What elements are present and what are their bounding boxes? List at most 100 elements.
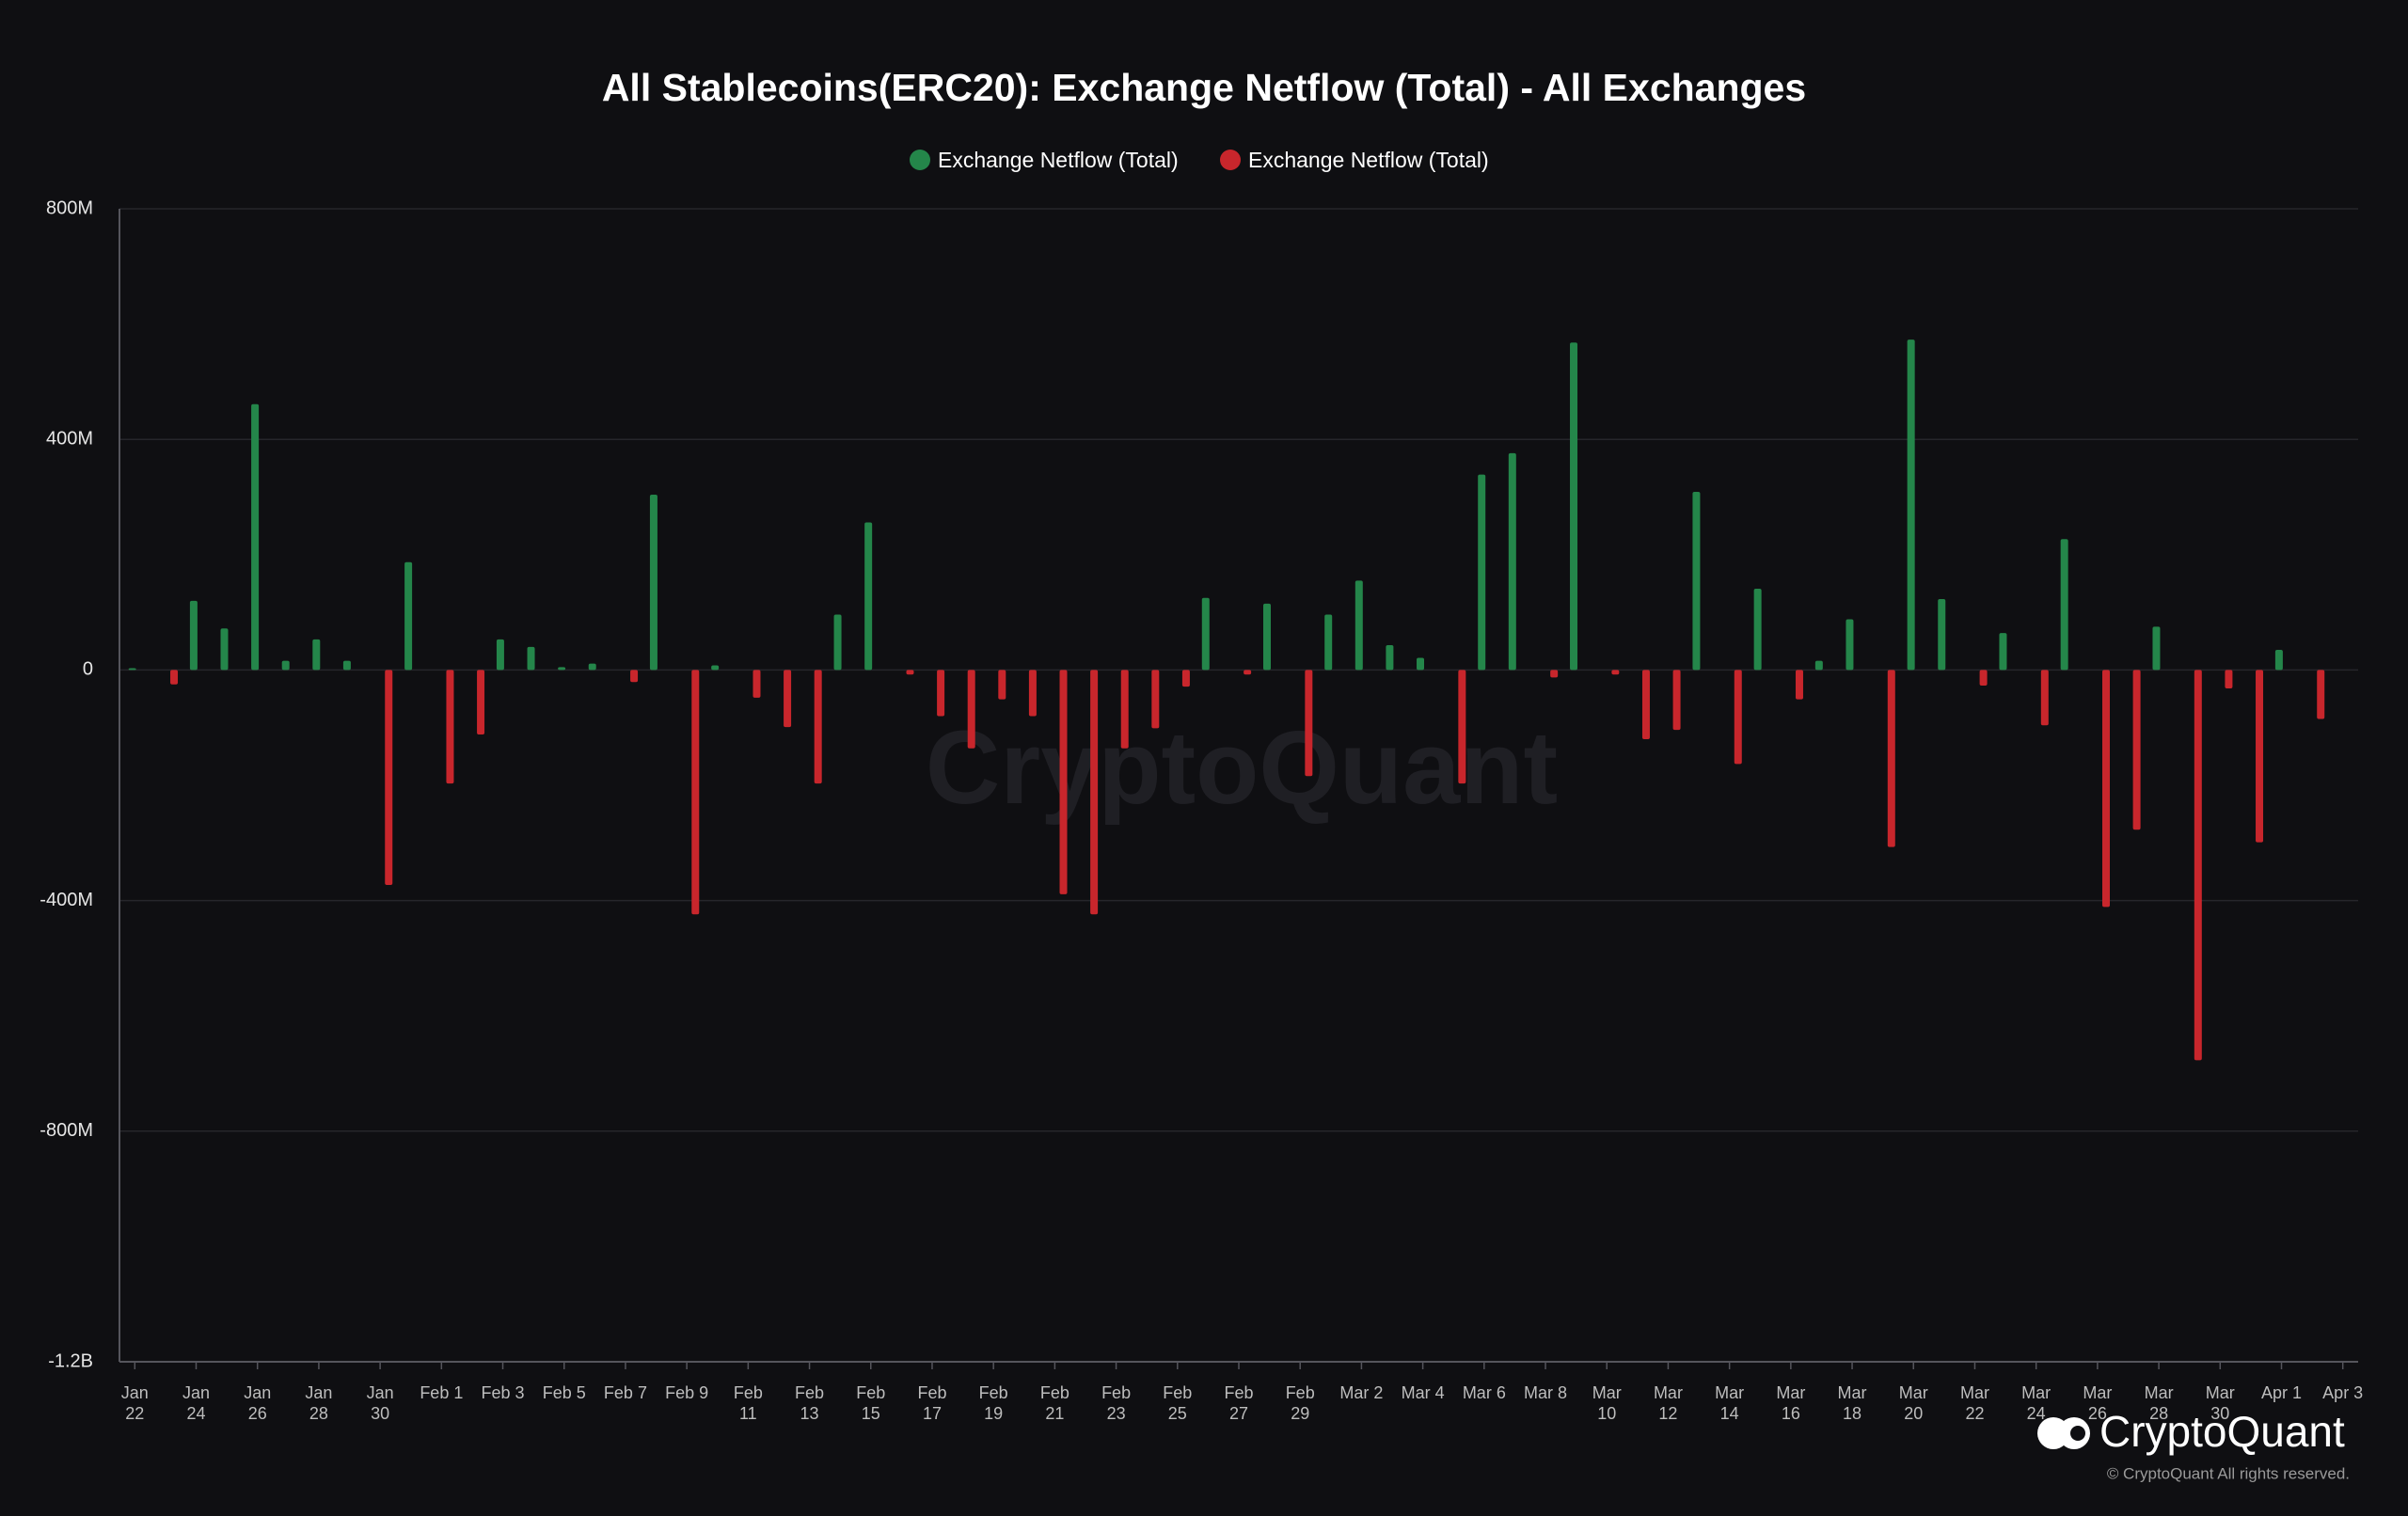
x-tick-label: Mar 16 xyxy=(1776,1383,1805,1423)
x-tick-label: Jan 22 xyxy=(121,1383,149,1423)
y-tick-label: -400M xyxy=(40,890,93,910)
bar xyxy=(833,614,842,671)
bar xyxy=(404,561,413,671)
x-tick-label: Feb 3 xyxy=(482,1383,525,1402)
bar xyxy=(1201,597,1210,671)
bar xyxy=(1814,660,1823,671)
bar xyxy=(649,495,657,671)
bar xyxy=(170,670,179,685)
bar xyxy=(1120,670,1129,749)
bar xyxy=(220,628,229,671)
bar xyxy=(1611,670,1620,675)
bar xyxy=(1181,670,1190,687)
bar xyxy=(1753,588,1762,671)
bar xyxy=(496,639,504,671)
bar xyxy=(1059,670,1068,894)
bar xyxy=(1028,670,1037,717)
x-tick-label: Feb 13 xyxy=(795,1383,824,1423)
bar xyxy=(2060,539,2068,671)
y-tick-label: 800M xyxy=(46,197,93,218)
bar xyxy=(1846,619,1854,671)
bar xyxy=(906,670,914,675)
bar xyxy=(588,663,596,671)
x-tick-label: Feb 11 xyxy=(734,1383,763,1423)
bar xyxy=(1417,657,1425,671)
x-tick-label: Feb 21 xyxy=(1040,1383,1069,1423)
bar xyxy=(1734,670,1742,765)
bar xyxy=(1692,491,1701,671)
x-tick-label: Mar 10 xyxy=(1592,1383,1622,1423)
y-tick-label: -1.2B xyxy=(48,1350,93,1371)
legend-marker xyxy=(910,150,930,170)
bar xyxy=(1795,670,1803,700)
bar xyxy=(312,639,321,671)
bar xyxy=(1305,670,1313,777)
bar xyxy=(1090,670,1099,915)
bar xyxy=(2152,626,2161,671)
bar xyxy=(342,660,351,671)
legend-marker xyxy=(1220,150,1241,170)
bar xyxy=(2225,670,2233,689)
legend-label: Exchange Netflow (Total) xyxy=(938,148,1179,172)
bar xyxy=(128,668,136,671)
copyright: © CryptoQuant All rights reserved. xyxy=(2107,1464,2350,1482)
bar xyxy=(1979,670,1988,686)
bar xyxy=(446,670,454,784)
bar xyxy=(385,670,393,886)
x-tick-label: Apr 1 xyxy=(2261,1383,2302,1402)
bar xyxy=(2102,670,2111,908)
bar xyxy=(1244,670,1252,675)
watermark: CryptoQuant xyxy=(926,710,1558,826)
bar xyxy=(630,670,639,683)
bar xyxy=(558,667,566,671)
legend-label: Exchange Netflow (Total) xyxy=(1248,148,1489,172)
bar xyxy=(1938,599,1946,671)
bar xyxy=(1887,670,1895,847)
x-tick-label: Jan 28 xyxy=(305,1383,332,1423)
bar xyxy=(711,665,720,671)
x-tick-label: Mar 20 xyxy=(1899,1383,1928,1423)
x-tick-label: Mar 4 xyxy=(1402,1383,1445,1402)
bar xyxy=(1151,670,1160,729)
x-tick-label: Mar 26 xyxy=(2083,1383,2112,1423)
bar xyxy=(967,670,975,749)
bar xyxy=(814,670,822,784)
x-tick-label: Jan 24 xyxy=(182,1383,210,1423)
bar xyxy=(2274,649,2283,671)
bar xyxy=(1478,474,1486,671)
x-tick-label: Feb 29 xyxy=(1286,1383,1315,1423)
bar xyxy=(1999,633,2007,671)
x-tick-label: Mar 30 xyxy=(2206,1383,2235,1423)
x-tick-label: Feb 9 xyxy=(665,1383,708,1402)
bar xyxy=(1641,670,1650,739)
logo: CryptoQuant xyxy=(2099,1407,2345,1456)
logo-icon xyxy=(2037,1417,2090,1449)
x-tick-label: Mar 22 xyxy=(1960,1383,1989,1423)
x-tick-label: Mar 24 xyxy=(2021,1383,2051,1423)
bar xyxy=(2040,670,2049,726)
bar xyxy=(1550,670,1559,678)
x-tick-label: Feb 1 xyxy=(420,1383,463,1402)
bar xyxy=(864,522,873,671)
bar xyxy=(2317,670,2325,719)
x-tick-label: Feb 19 xyxy=(979,1383,1008,1423)
x-tick-label: Mar 6 xyxy=(1463,1383,1506,1402)
x-tick-label: Mar 28 xyxy=(2145,1383,2174,1423)
bar xyxy=(784,670,792,728)
x-tick-label: Mar 8 xyxy=(1524,1383,1567,1402)
y-tick-label: -800M xyxy=(40,1120,93,1141)
bar xyxy=(2256,670,2264,843)
bar xyxy=(2194,670,2202,1061)
chart-title: All Stablecoins(ERC20): Exchange Netflow… xyxy=(602,66,1806,109)
y-tick-label: 0 xyxy=(83,659,93,680)
x-tick-label: Mar 12 xyxy=(1654,1383,1683,1423)
bar xyxy=(2132,670,2141,830)
x-tick-label: Feb 23 xyxy=(1101,1383,1131,1423)
bar xyxy=(527,646,535,671)
x-tick-label: Feb 27 xyxy=(1224,1383,1253,1423)
x-tick-label: Feb 5 xyxy=(543,1383,586,1402)
x-tick-label: Jan 30 xyxy=(367,1383,394,1423)
x-tick-label: Feb 25 xyxy=(1163,1383,1192,1423)
